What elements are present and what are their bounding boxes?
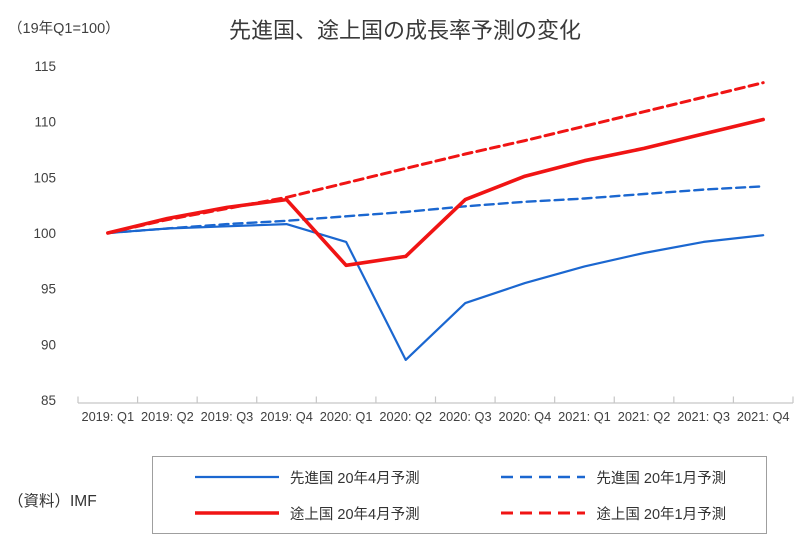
series-line-advanced-jan2020-forecast: [106, 185, 765, 235]
chart-title: 先進国、途上国の成長率予測の変化: [228, 18, 581, 43]
y-tick-label: 110: [34, 115, 56, 130]
legend: 先進国 20年4月予測 先進国 20年1月予測 途上国 20年4月予測 途上国 …: [152, 456, 767, 534]
x-tick-label: 2020: Q4: [499, 409, 552, 424]
legend-line-sample-solid-red: [194, 511, 279, 515]
x-tick-label: 2021: Q1: [558, 409, 611, 424]
x-tick-label: 2019: Q3: [201, 409, 254, 424]
y-tick-label: 85: [41, 393, 56, 408]
y-tick-label: 90: [41, 337, 56, 352]
legend-line-sample-dashed-red: [501, 511, 586, 515]
x-tick-label: 2021: Q4: [737, 409, 790, 424]
axis-unit-note: （19年Q1=100）: [8, 21, 120, 37]
legend-item-label: 途上国 20年4月予測: [289, 506, 420, 523]
x-tick-label: 2020: Q2: [379, 409, 432, 424]
source-label: （資料）IMF: [8, 493, 97, 510]
legend-item-advanced-apr2020: 先進国 20年4月予測: [193, 467, 420, 488]
legend-item-label: 先進国 20年4月予測: [289, 470, 420, 487]
x-tick-label: 2019: Q4: [260, 409, 313, 424]
y-tick-label: 115: [34, 59, 56, 74]
legend-item-label: 先進国 20年1月予測: [596, 470, 727, 487]
legend-item-emerging-apr2020: 途上国 20年4月予測: [193, 503, 420, 524]
x-tick-label: 2021: Q2: [618, 409, 671, 424]
series-line-advanced-apr2020-forecast: [106, 223, 765, 361]
x-tick-label: 2020: Q3: [439, 409, 492, 424]
legend-item-advanced-jan2020: 先進国 20年1月予測: [499, 467, 726, 488]
y-tick-label: 95: [41, 282, 56, 297]
legend-line-sample-solid-blue: [194, 475, 279, 479]
x-tick-label: 2019: Q1: [81, 409, 134, 424]
y-tick-label: 105: [33, 170, 56, 185]
legend-line-sample-dashed-blue: [501, 475, 586, 479]
y-tick-label: 100: [33, 226, 56, 241]
series-line-emerging-jan2020-forecast: [106, 81, 765, 235]
x-tick-label: 2021: Q3: [677, 409, 730, 424]
plot-area: 85 90 95 100 105 110 115 2019: Q1 2019: Q2 2019: …: [33, 59, 794, 424]
series-line-emerging-apr2020-forecast: [106, 117, 766, 268]
x-tick-label: 2020: Q1: [320, 409, 373, 424]
legend-item-emerging-jan2020: 途上国 20年1月予測: [499, 503, 726, 524]
x-tick-label: 2019: Q2: [141, 409, 194, 424]
legend-item-label: 途上国 20年1月予測: [596, 506, 727, 523]
